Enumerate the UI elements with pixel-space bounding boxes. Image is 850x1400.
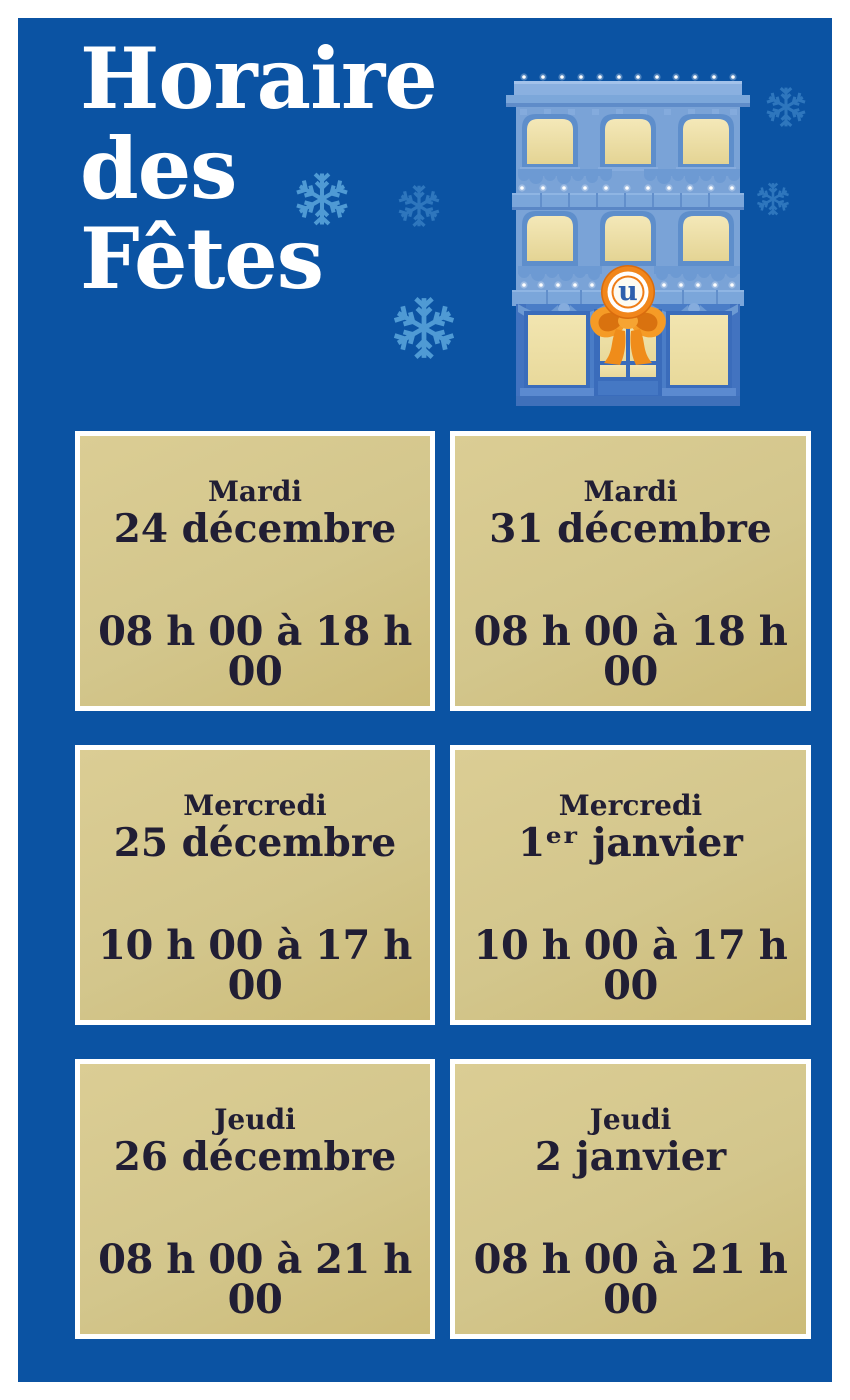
card-date: 25 décembre [113,820,397,866]
card-date: 26 décembre [113,1134,397,1180]
upper-windows [520,114,736,171]
card-date: 24 décembre [113,506,397,552]
card-day: Jeudi [214,1103,296,1136]
card-hours: 10 h 00 à 17 h 00 [98,922,412,1009]
card-day: Mardi [583,475,678,508]
hours-card: Jeudi 26 décembre 08 h 00 à 21 h 00 [75,1059,435,1339]
poster-title: Horaire des Fêtes [80,29,438,308]
snowflake-icon [755,181,791,217]
title-line-2: des [80,119,237,218]
card-day: Mercredi [558,789,703,822]
middle-windows [522,211,734,266]
roof-lights [520,73,737,81]
card-day: Jeudi [589,1103,672,1136]
card-hours: 10 h 00 à 17 h 00 [473,922,788,1009]
card-hours: 08 h 00 à 18 h 00 [473,608,788,695]
store-logo: u [601,265,655,319]
card-date: 2 janvier [534,1134,727,1180]
card-hours: 08 h 00 à 21 h 00 [98,1236,412,1323]
snowflake-icon [293,170,351,228]
hours-card-grid: Mardi 24 décembre 08 h 00 à 18 h 00 Mard… [75,431,811,1339]
store-building-illustration: u [506,73,750,406]
hours-card: Mardi 31 décembre 08 h 00 à 18 h 00 [450,431,811,711]
hours-card: Jeudi 2 janvier 08 h 00 à 21 h 00 [450,1059,811,1339]
garland [518,266,740,281]
storefront-windows [520,311,736,396]
title-line-1: Horaire [80,29,438,128]
card-day: Mardi [207,475,303,508]
logo-letter: u [618,276,638,307]
snowflake-icon [396,183,442,229]
card-day: Mercredi [183,789,327,822]
hours-card: Mercredi 25 décembre 10 h 00 à 17 h 00 [75,745,435,1025]
card-hours: 08 h 00 à 21 h 00 [473,1236,788,1323]
card-hours: 08 h 00 à 18 h 00 [98,608,412,695]
snowflake-icon [390,294,458,362]
snowflake-icon [764,85,808,129]
garland [518,169,740,184]
hours-card: Mardi 24 décembre 08 h 00 à 18 h 00 [75,431,435,711]
card-date: 1ᵉʳ janvier [518,820,743,866]
card-date: 31 décembre [489,506,772,552]
title-line-3: Fêtes [80,209,324,308]
hours-card: Mercredi 1ᵉʳ janvier 10 h 00 à 17 h 00 [450,745,811,1025]
poster-background: Horaire des Fêtes [18,18,832,1382]
